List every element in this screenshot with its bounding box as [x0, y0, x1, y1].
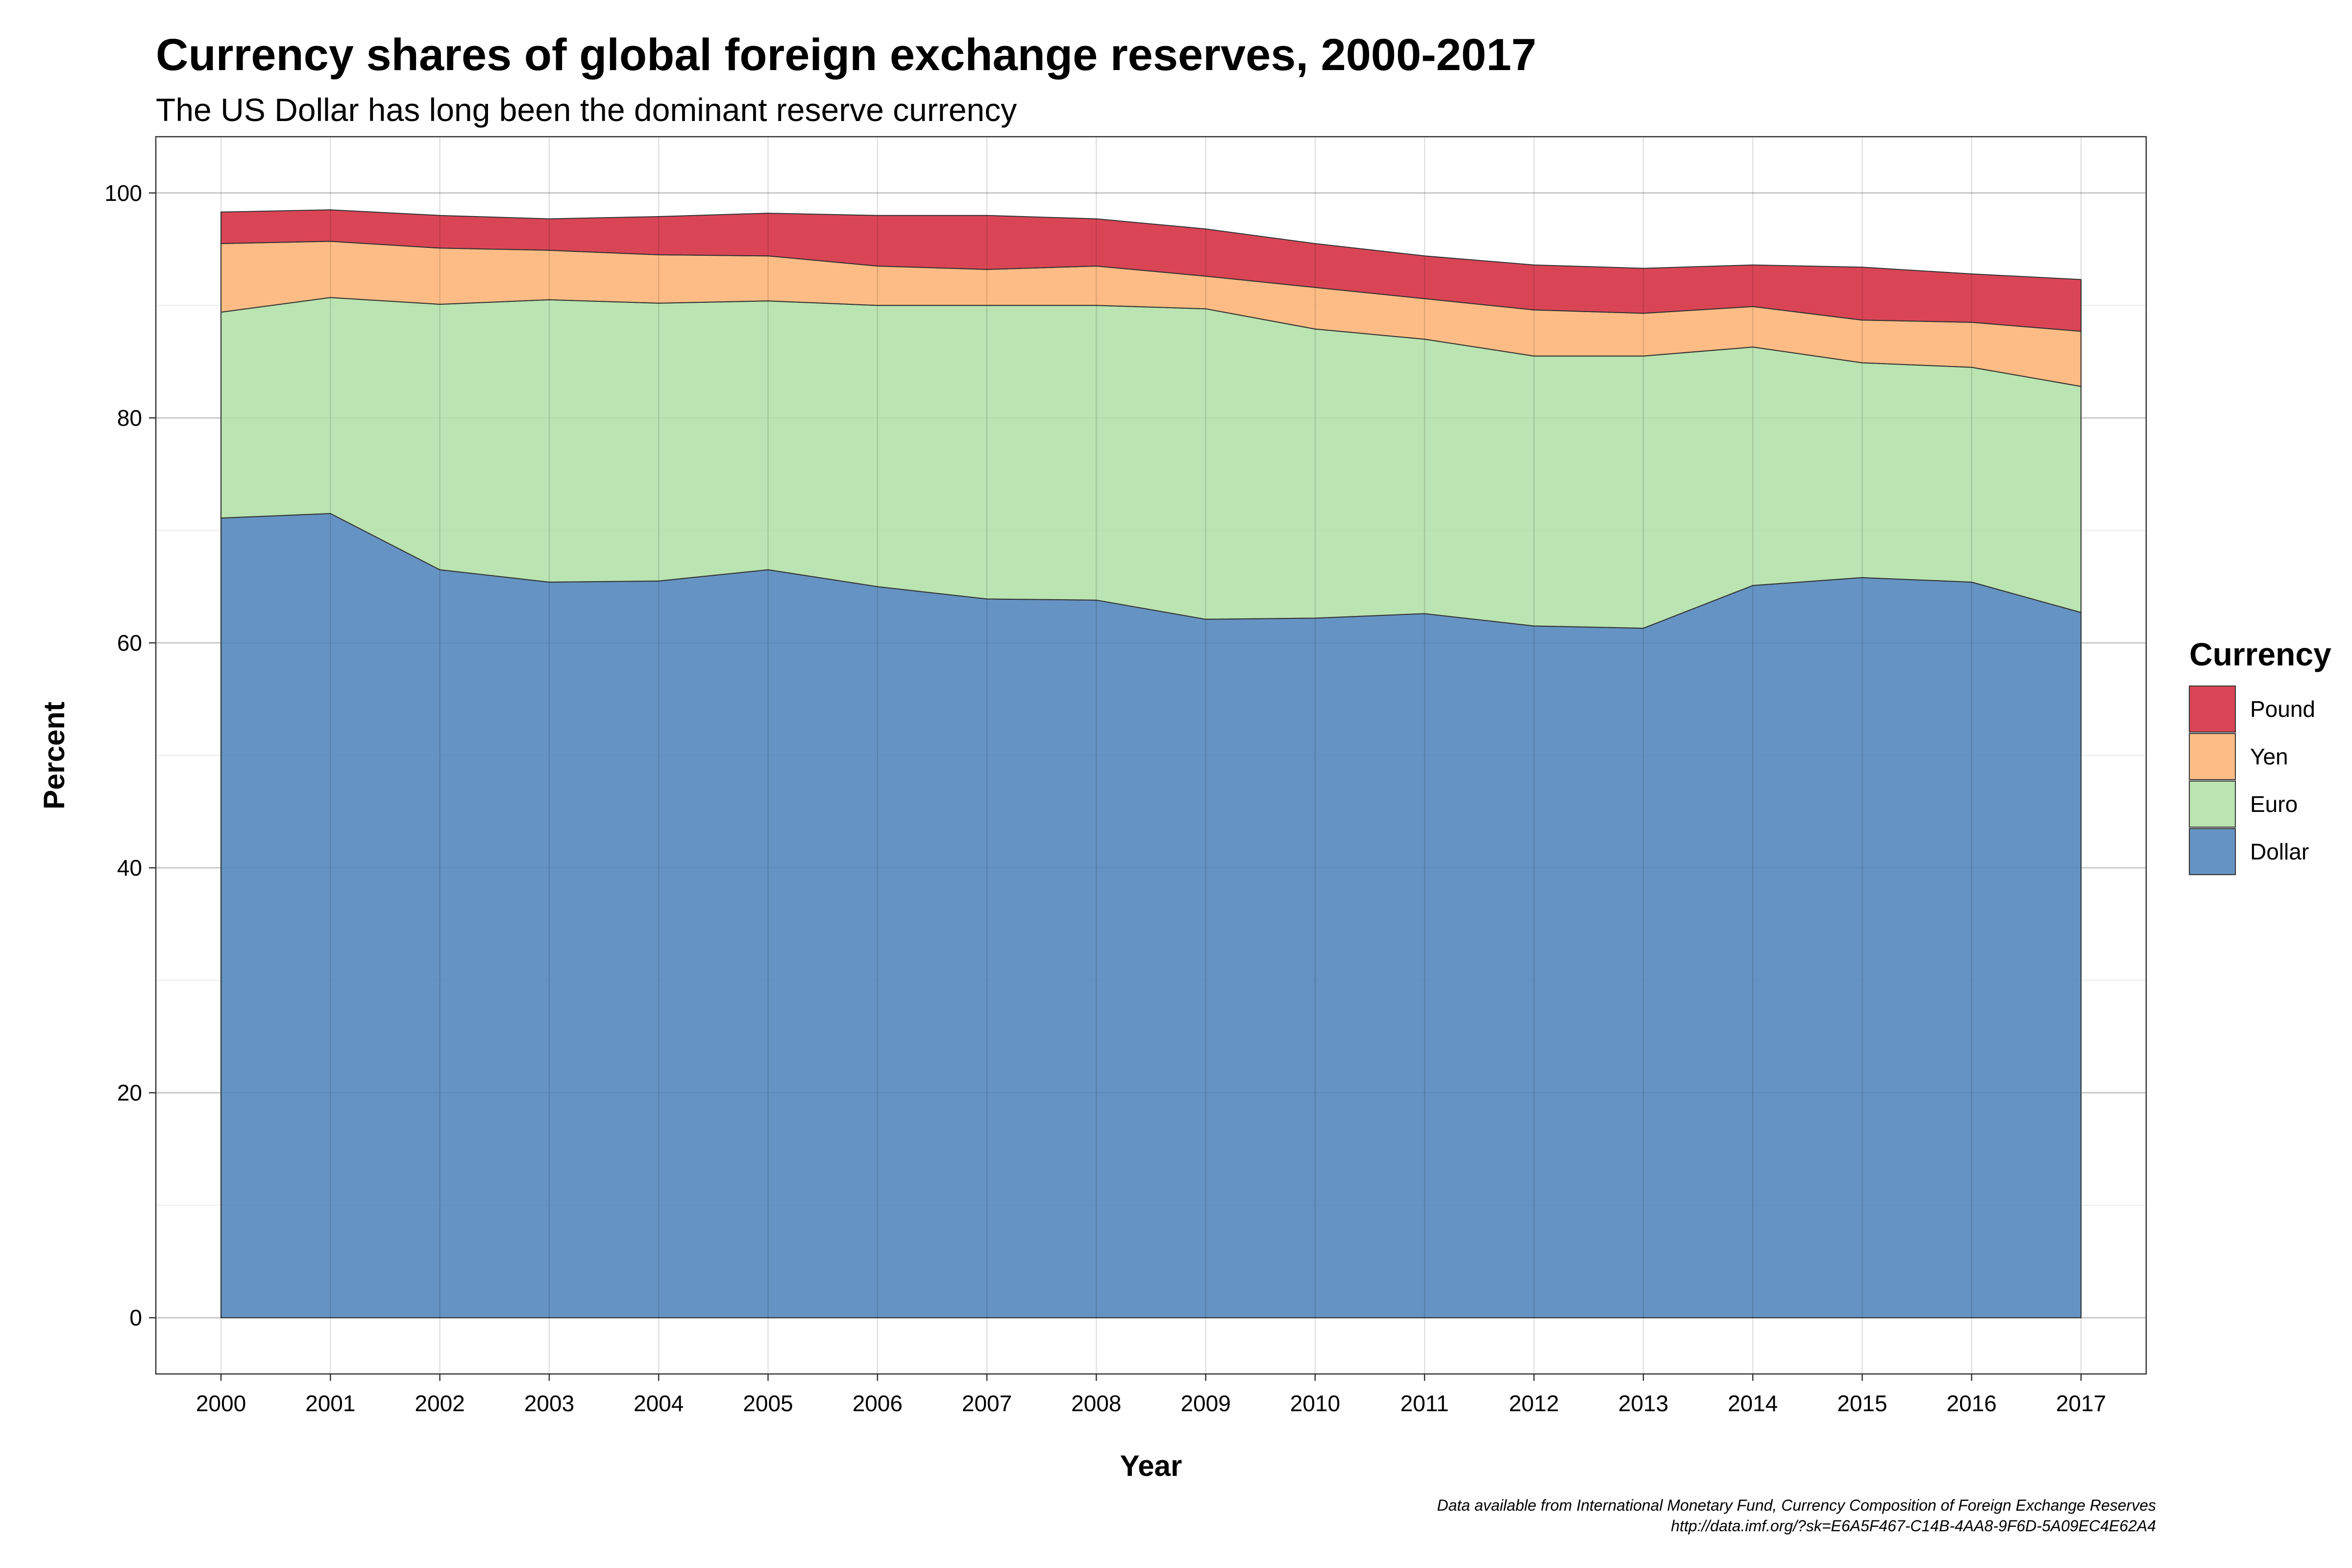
y-tick-label: 80 [117, 405, 142, 431]
legend-title: Currency [2189, 636, 2331, 672]
y-tick-label: 0 [129, 1305, 142, 1330]
x-tick-label: 2014 [1728, 1391, 1778, 1416]
x-tick-label: 2016 [1947, 1391, 1997, 1416]
legend-label-euro: Euro [2250, 791, 2298, 817]
y-tick-label: 40 [117, 855, 142, 881]
legend-label-pound: Pound [2250, 696, 2315, 722]
x-tick-label: 2011 [1400, 1391, 1449, 1416]
caption-source: Data available from International Moneta… [1437, 1496, 2156, 1514]
vertical-grid-lines [220, 137, 2082, 1374]
legend: Currency Pound Yen Euro Dollar [2189, 636, 2331, 875]
x-tick-label: 2012 [1509, 1391, 1559, 1416]
chart-title: Currency shares of global foreign exchan… [156, 30, 1537, 80]
legend-label-yen: Yen [2250, 744, 2288, 769]
y-tick-label: 60 [117, 630, 142, 656]
x-tick-label: 2009 [1180, 1391, 1230, 1416]
area-dollar [220, 513, 2082, 1319]
x-tick-label: 2008 [1071, 1391, 1121, 1416]
y-axis: 0 20 40 60 80 100 [104, 180, 156, 1330]
x-tick-label: 2003 [524, 1391, 574, 1416]
plot-panel-border [155, 136, 2147, 1375]
x-tick-label: 2010 [1290, 1391, 1340, 1416]
caption: Data available from International Moneta… [1437, 1495, 2156, 1536]
y-axis-label: Percent [38, 702, 71, 809]
chart-subtitle: The US Dollar has long been the dominant… [156, 92, 1017, 128]
x-tick-label: 2002 [415, 1391, 465, 1416]
x-tick-label: 2013 [1618, 1391, 1668, 1416]
stacked-areas [220, 209, 2082, 1319]
x-axis: 2000 2001 2002 2003 2004 2005 2006 2007 2008 2009… [196, 1374, 2106, 1416]
legend-key-pound [2189, 686, 2236, 733]
x-tick-label: 2001 [305, 1391, 355, 1416]
y-tick-label: 20 [117, 1080, 142, 1105]
x-tick-label: 2017 [2056, 1391, 2106, 1416]
legend-key-euro [2189, 781, 2236, 828]
x-axis-label: Year [1120, 1449, 1182, 1482]
legend-key-yen [2189, 733, 2236, 780]
caption-url: http://data.imf.org/?sk=E6A5F467-C14B-4A… [1671, 1517, 2156, 1535]
x-tick-label: 2006 [853, 1391, 903, 1416]
x-tick-label: 2007 [962, 1391, 1012, 1416]
x-tick-label: 2015 [1837, 1391, 1887, 1416]
x-tick-label: 2004 [634, 1391, 684, 1416]
x-tick-label: 2005 [743, 1391, 793, 1416]
legend-label-dollar: Dollar [2250, 839, 2309, 864]
area-pound [220, 209, 2082, 332]
x-tick-label: 2000 [196, 1391, 246, 1416]
legend-key-dollar [2189, 828, 2236, 875]
y-tick-label: 100 [104, 180, 142, 206]
